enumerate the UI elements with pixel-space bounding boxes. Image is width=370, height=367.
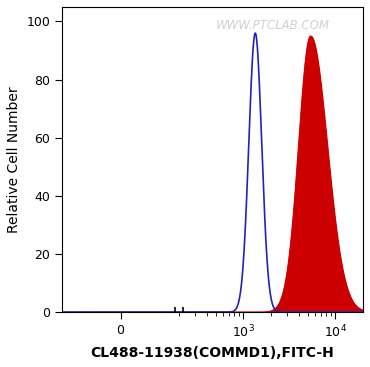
X-axis label: CL488-11938(COMMD1),FITC-H: CL488-11938(COMMD1),FITC-H [91, 346, 334, 360]
Text: WWW.PTCLAB.COM: WWW.PTCLAB.COM [216, 19, 330, 32]
Y-axis label: Relative Cell Number: Relative Cell Number [7, 86, 21, 233]
